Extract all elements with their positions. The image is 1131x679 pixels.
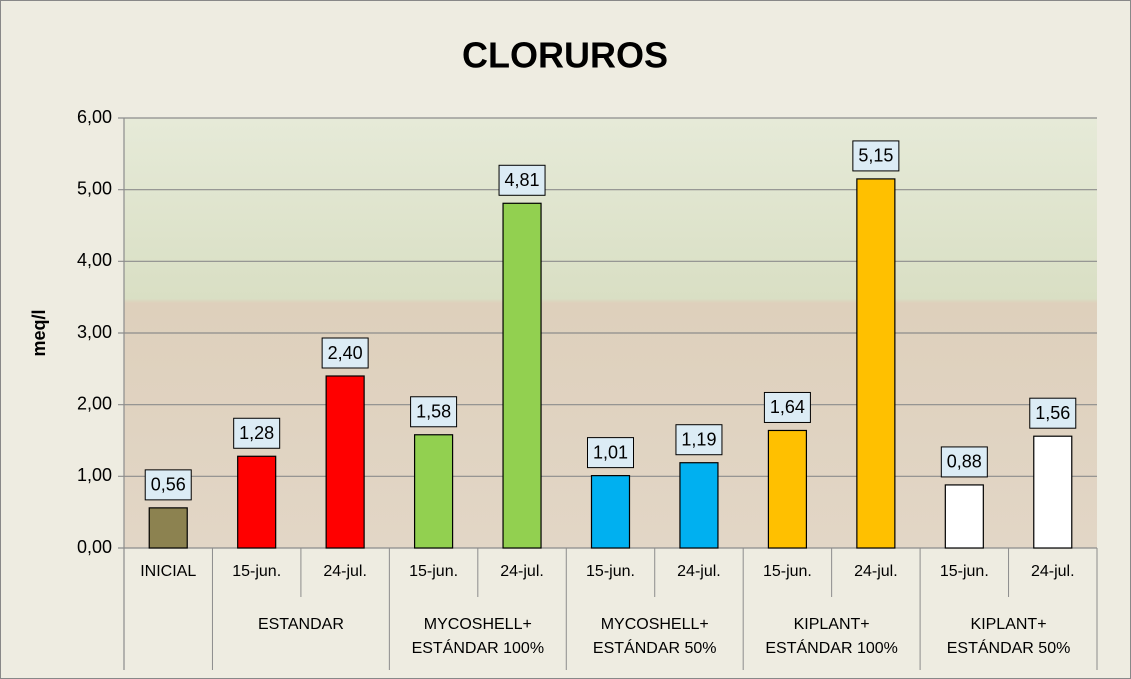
bar [149,508,187,548]
x-tick-label: 24-jul. [1009,560,1097,586]
data-label: 1,28 [239,423,274,443]
x-tick-label: 15-jun. [743,560,831,586]
y-tick-label: 6,00 [77,107,112,127]
y-tick-label: 2,00 [77,393,112,413]
group-label: MYCOSHELL+ ESTÁNDAR 100% [389,613,566,663]
bar [945,485,983,548]
bar [857,179,895,548]
data-label: 0,56 [151,475,186,495]
group-label: KIPLANT+ ESTÁNDAR 50% [920,613,1097,663]
y-axis-label: meq/l [29,309,49,356]
x-tick-label: 15-jun. [920,560,1008,586]
y-tick-label: 4,00 [77,250,112,270]
data-label: 1,19 [681,429,716,449]
x-tick-label: 24-jul. [478,560,566,586]
x-tick-label: INICIAL [124,560,212,586]
group-label: KIPLANT+ ESTÁNDAR 100% [743,613,920,663]
data-label: 1,01 [593,442,628,462]
chart-container: CLORUROS meq/l 0,00 1,00 2,00 3,00 4,00 5,00 6… [0,0,1131,679]
y-tick-label: 1,00 [77,465,112,485]
bar [415,435,453,548]
group-label: MYCOSHELL+ ESTÁNDAR 50% [566,613,743,663]
x-tick-label: 24-jul. [301,560,389,586]
bar [238,456,276,548]
bar [768,430,806,548]
data-label: 1,56 [1035,403,1070,423]
y-tick-label: 0,00 [77,537,112,557]
bar [503,203,541,548]
chart-title: CLORUROS [462,35,668,76]
group-label: ESTANDAR [212,613,389,663]
data-label: 2,40 [328,343,363,363]
x-tick-label: 24-jul. [655,560,743,586]
x-tick-label: 15-jun. [566,560,654,586]
data-label: 4,81 [505,170,540,190]
bar [326,376,364,548]
bar [1034,436,1072,548]
bar [680,463,718,548]
x-tick-label: 24-jul. [832,560,920,586]
data-label: 5,15 [858,146,893,166]
x-tick-label: 15-jun. [212,560,300,586]
data-label: 1,64 [770,397,805,417]
data-label: 0,88 [947,452,982,472]
data-label: 1,58 [416,402,451,422]
bar [592,476,630,548]
y-tick-label: 5,00 [77,178,112,198]
x-tick-label: 15-jun. [389,560,477,586]
y-tick-label: 3,00 [77,322,112,342]
